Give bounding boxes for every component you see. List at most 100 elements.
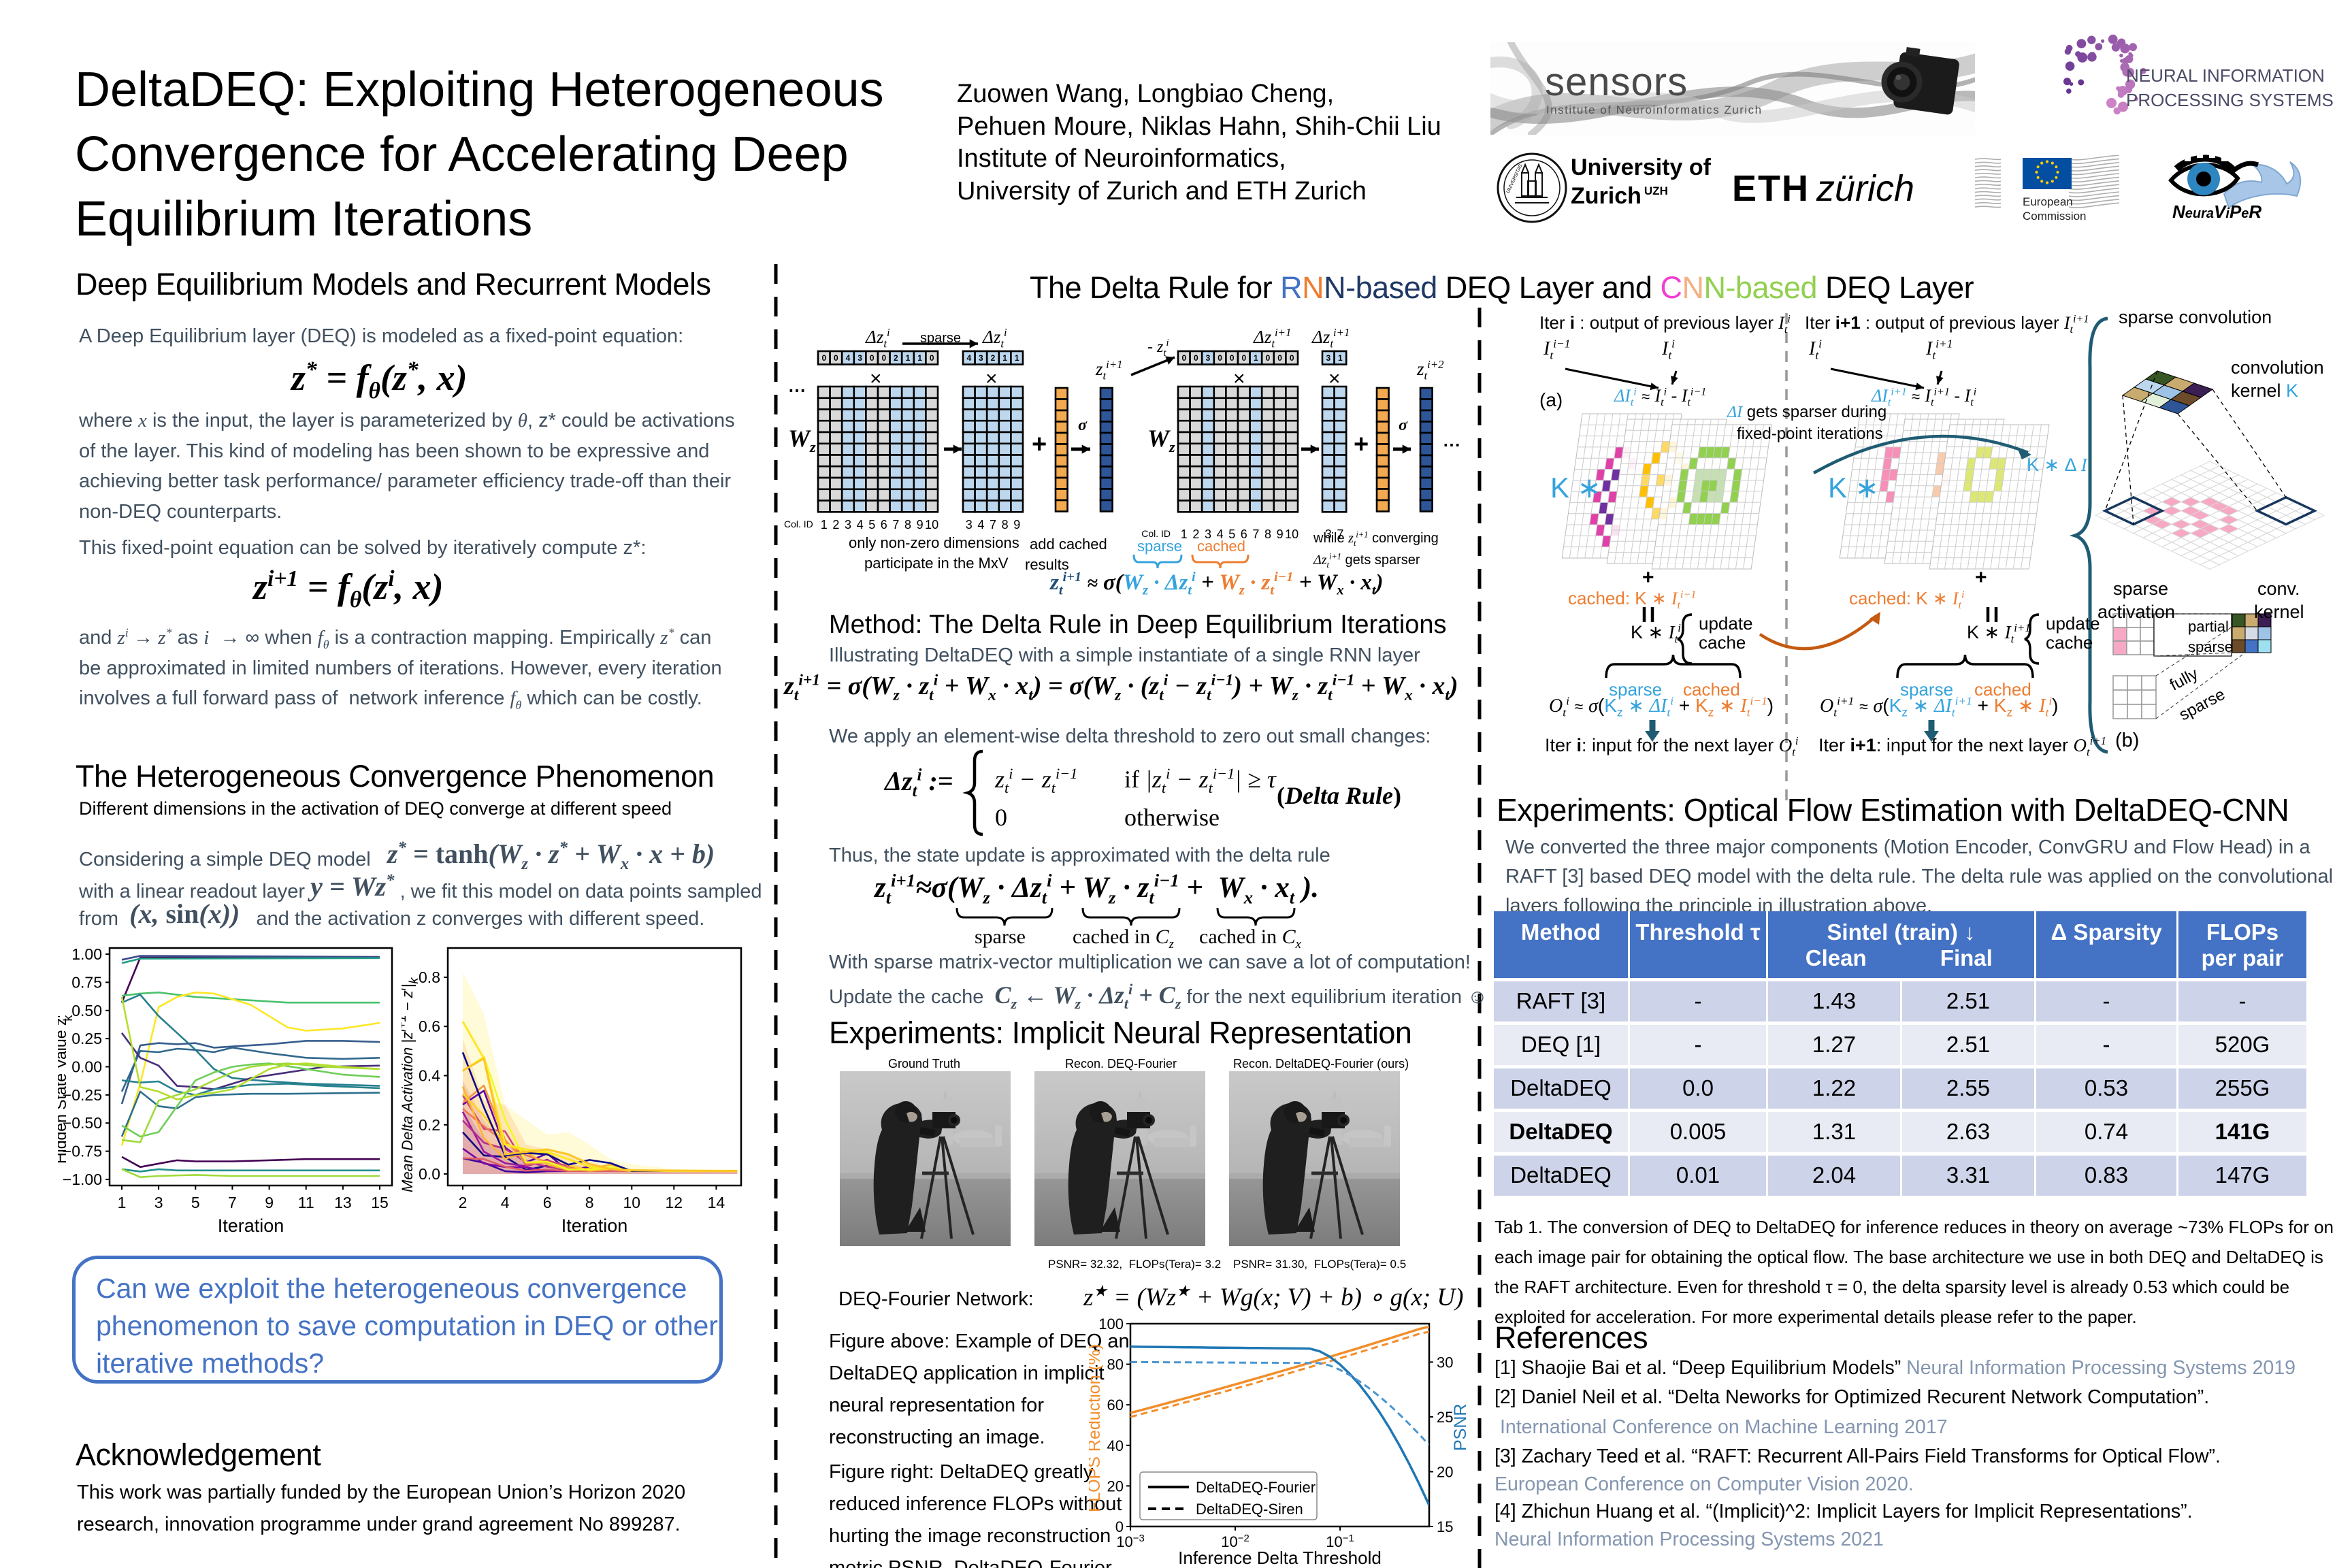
svg-text:1: 1 xyxy=(118,1194,127,1211)
svg-text:1: 1 xyxy=(917,353,922,363)
svg-text:0: 0 xyxy=(821,353,826,363)
svg-text:−1.00: −1.00 xyxy=(63,1171,102,1188)
svg-text:0: 0 xyxy=(1290,353,1294,363)
svg-text:Col. ID: Col. ID xyxy=(784,519,813,529)
svg-text:3: 3 xyxy=(1326,353,1330,363)
svg-text:DeltaDEQ-Fourier: DeltaDEQ-Fourier xyxy=(1196,1479,1316,1496)
svg-text:0: 0 xyxy=(1194,353,1198,363)
svg-text:0.25: 0.25 xyxy=(71,1030,102,1047)
svg-text:−0.50: −0.50 xyxy=(63,1114,102,1132)
svg-text:0.50: 0.50 xyxy=(71,1002,102,1019)
svg-text:7: 7 xyxy=(228,1194,237,1211)
svg-text:1: 1 xyxy=(906,353,911,363)
svg-text:4: 4 xyxy=(857,518,864,532)
svg-text:15: 15 xyxy=(1437,1518,1453,1535)
svg-text:0.00: 0.00 xyxy=(71,1058,102,1076)
svg-text:NeuraViPeR: NeuraViPeR xyxy=(2172,201,2261,222)
svg-text:0: 0 xyxy=(930,353,934,363)
svg-text:Col. ID: Col. ID xyxy=(1141,528,1171,539)
svg-text:0: 0 xyxy=(1241,353,1246,363)
svg-text:20: 20 xyxy=(1437,1464,1453,1481)
svg-text:0: 0 xyxy=(881,353,886,363)
svg-text:European: European xyxy=(2023,195,2073,208)
svg-text:10−3: 10−3 xyxy=(1116,1533,1145,1550)
svg-text:0: 0 xyxy=(1277,353,1282,363)
svg-text:3: 3 xyxy=(1205,527,1211,541)
svg-text:1: 1 xyxy=(1015,353,1019,363)
svg-text:University of: University of xyxy=(1571,154,1712,180)
svg-text:10: 10 xyxy=(925,518,938,532)
svg-text:9: 9 xyxy=(1013,518,1020,532)
svg-text:0: 0 xyxy=(1218,353,1222,363)
svg-text:40: 40 xyxy=(1107,1437,1124,1454)
svg-text:10: 10 xyxy=(623,1194,641,1211)
svg-text:0: 0 xyxy=(1266,353,1271,363)
svg-text:9: 9 xyxy=(1277,527,1284,541)
svg-text:6: 6 xyxy=(543,1194,552,1211)
svg-text:3: 3 xyxy=(966,518,973,532)
svg-text:1: 1 xyxy=(1338,353,1343,363)
svg-text:25: 25 xyxy=(1437,1409,1453,1426)
svg-text:5: 5 xyxy=(868,518,875,532)
svg-text:7: 7 xyxy=(1252,527,1259,541)
svg-text:2: 2 xyxy=(459,1194,468,1211)
svg-text:Iteration: Iteration xyxy=(218,1215,284,1236)
svg-text:3: 3 xyxy=(845,518,851,532)
svg-text:7: 7 xyxy=(1337,527,1343,541)
svg-text:0.2: 0.2 xyxy=(419,1116,440,1134)
svg-text:Mean Delta Activation |zi+1 −: Mean Delta Activation |zi+1 − zi|k xyxy=(402,977,421,1192)
svg-text:4: 4 xyxy=(977,518,984,532)
svg-text:80: 80 xyxy=(1107,1356,1124,1373)
svg-text:PROCESSING SYSTEMS: PROCESSING SYSTEMS xyxy=(2126,90,2334,110)
svg-text:20: 20 xyxy=(1107,1477,1124,1494)
svg-text:11: 11 xyxy=(298,1194,314,1211)
svg-text:FLOPS Reduction (%): FLOPS Reduction (%) xyxy=(1089,1344,1104,1512)
svg-text:DeltaDEQ-Siren: DeltaDEQ-Siren xyxy=(1196,1501,1303,1518)
svg-text:9: 9 xyxy=(265,1194,274,1211)
svg-text:0: 0 xyxy=(870,353,875,363)
svg-text:Institute of Neuroinformatic: Institute of Neuroinformatics Zurich xyxy=(1546,103,1763,116)
svg-text:2: 2 xyxy=(1192,527,1199,541)
svg-text:Commission: Commission xyxy=(2023,210,2087,223)
svg-text:13: 13 xyxy=(334,1194,352,1211)
svg-text:2: 2 xyxy=(991,353,996,363)
svg-text:NEURAL INFORMATION: NEURAL INFORMATION xyxy=(2126,65,2325,86)
svg-text:10: 10 xyxy=(1285,527,1298,541)
svg-text:2: 2 xyxy=(832,518,839,532)
svg-text:0.4: 0.4 xyxy=(419,1067,440,1085)
svg-text:2: 2 xyxy=(894,353,898,363)
svg-text:0: 0 xyxy=(1181,353,1186,363)
svg-text:−0.75: −0.75 xyxy=(63,1143,102,1160)
svg-text:1: 1 xyxy=(821,518,828,532)
svg-text:3: 3 xyxy=(154,1194,163,1211)
svg-text:0.0: 0.0 xyxy=(419,1165,440,1183)
svg-text:4: 4 xyxy=(966,353,971,363)
svg-text:8: 8 xyxy=(904,518,911,532)
svg-text:sensors: sensors xyxy=(1545,60,1688,104)
svg-text:6: 6 xyxy=(1241,527,1247,541)
svg-text:3: 3 xyxy=(1206,353,1211,363)
svg-text:4: 4 xyxy=(501,1194,510,1211)
svg-text:Iteration: Iteration xyxy=(561,1215,628,1236)
svg-text:5: 5 xyxy=(191,1194,200,1211)
svg-text:−0.25: −0.25 xyxy=(63,1086,102,1104)
svg-text:1.00: 1.00 xyxy=(71,945,102,963)
svg-text:12: 12 xyxy=(666,1194,683,1211)
svg-text:0.8: 0.8 xyxy=(419,968,440,986)
svg-text:7: 7 xyxy=(990,518,996,532)
svg-text:0.6: 0.6 xyxy=(419,1017,440,1035)
svg-text:100: 100 xyxy=(1098,1316,1124,1333)
svg-text:PSNR: PSNR xyxy=(1451,1404,1470,1451)
svg-text:4: 4 xyxy=(1217,527,1224,541)
svg-text:0.75: 0.75 xyxy=(71,973,102,991)
svg-text:30: 30 xyxy=(1437,1354,1453,1371)
svg-text:1: 1 xyxy=(1254,353,1258,363)
svg-text:7: 7 xyxy=(892,518,899,532)
svg-text:8: 8 xyxy=(1002,518,1009,532)
svg-text:5: 5 xyxy=(1228,527,1235,541)
svg-text:3: 3 xyxy=(858,353,862,363)
svg-text:8: 8 xyxy=(1264,527,1271,541)
svg-text:3: 3 xyxy=(979,353,983,363)
svg-text:3: 3 xyxy=(1325,527,1332,541)
